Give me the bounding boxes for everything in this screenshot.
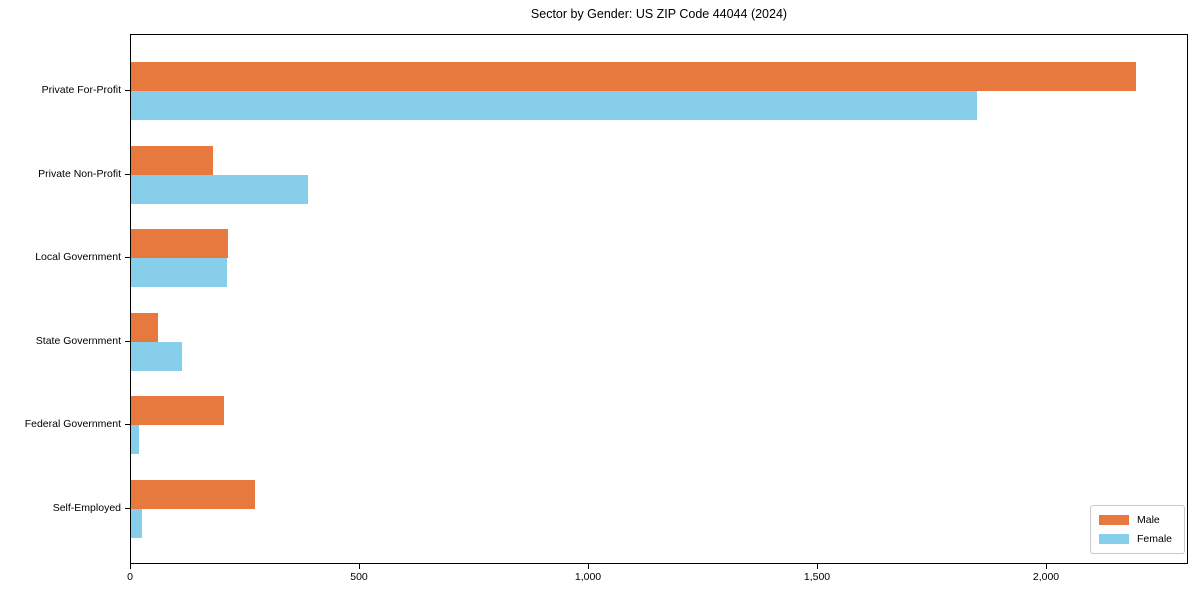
x-axis-tick-mark	[588, 564, 589, 569]
bar-female-local-government	[131, 258, 227, 288]
y-axis-tick-mark	[125, 173, 130, 175]
y-axis-category-label: Self-Employed	[52, 501, 121, 514]
bar-female-self-employed	[131, 508, 143, 538]
bar-male-state-government	[131, 312, 159, 342]
x-axis-tick-label: 1,000	[574, 571, 602, 583]
legend: Male Female	[1089, 505, 1185, 554]
y-axis-tick-mark	[125, 257, 130, 259]
y-axis-tick-mark	[125, 507, 130, 509]
x-axis-tick-label: 1,500	[803, 571, 831, 583]
y-axis-tick-mark	[125, 424, 130, 426]
chart-title: Sector by Gender: US ZIP Code 44044 (202…	[530, 7, 788, 21]
legend-item-female: Female	[1098, 533, 1172, 545]
bar-female-private-for-profit	[131, 91, 977, 120]
x-axis-tick-mark	[359, 564, 360, 569]
x-axis-tick-label: 2,000	[1032, 571, 1060, 583]
legend-label-female: Female	[1136, 533, 1172, 545]
y-axis-category-label: Private Non-Profit	[38, 167, 121, 180]
legend-label-male: Male	[1136, 514, 1160, 526]
x-axis-tick-mark	[817, 564, 818, 569]
y-axis-tick-mark	[125, 90, 130, 91]
bar-male-private-for-profit	[131, 62, 1137, 91]
y-axis-category-label: State Government	[35, 334, 121, 347]
bar-female-federal-government	[131, 425, 140, 455]
plot-area: Male Female	[130, 34, 1188, 564]
y-axis-category-label: Federal Government	[24, 418, 121, 431]
bar-male-private-non-profit	[131, 145, 214, 175]
x-axis-tick-label: 500	[350, 571, 368, 583]
y-axis-category-label: Local Government	[35, 251, 121, 264]
x-axis-tick-mark	[130, 564, 131, 569]
bar-female-private-non-profit	[131, 174, 308, 204]
x-axis-tick-label: 0	[127, 571, 133, 583]
male-series-swatch	[1098, 515, 1129, 525]
female-series-swatch	[1098, 534, 1129, 544]
x-axis-tick-mark	[1046, 564, 1048, 569]
bar-male-local-government	[131, 229, 229, 259]
legend-item-male: Male	[1098, 514, 1172, 526]
y-axis-category-label: Private For-Profit	[41, 84, 121, 96]
bar-male-self-employed	[131, 479, 256, 509]
bar-female-state-government	[131, 341, 182, 371]
y-axis-tick-mark	[125, 340, 130, 342]
bar-male-federal-government	[131, 396, 224, 426]
